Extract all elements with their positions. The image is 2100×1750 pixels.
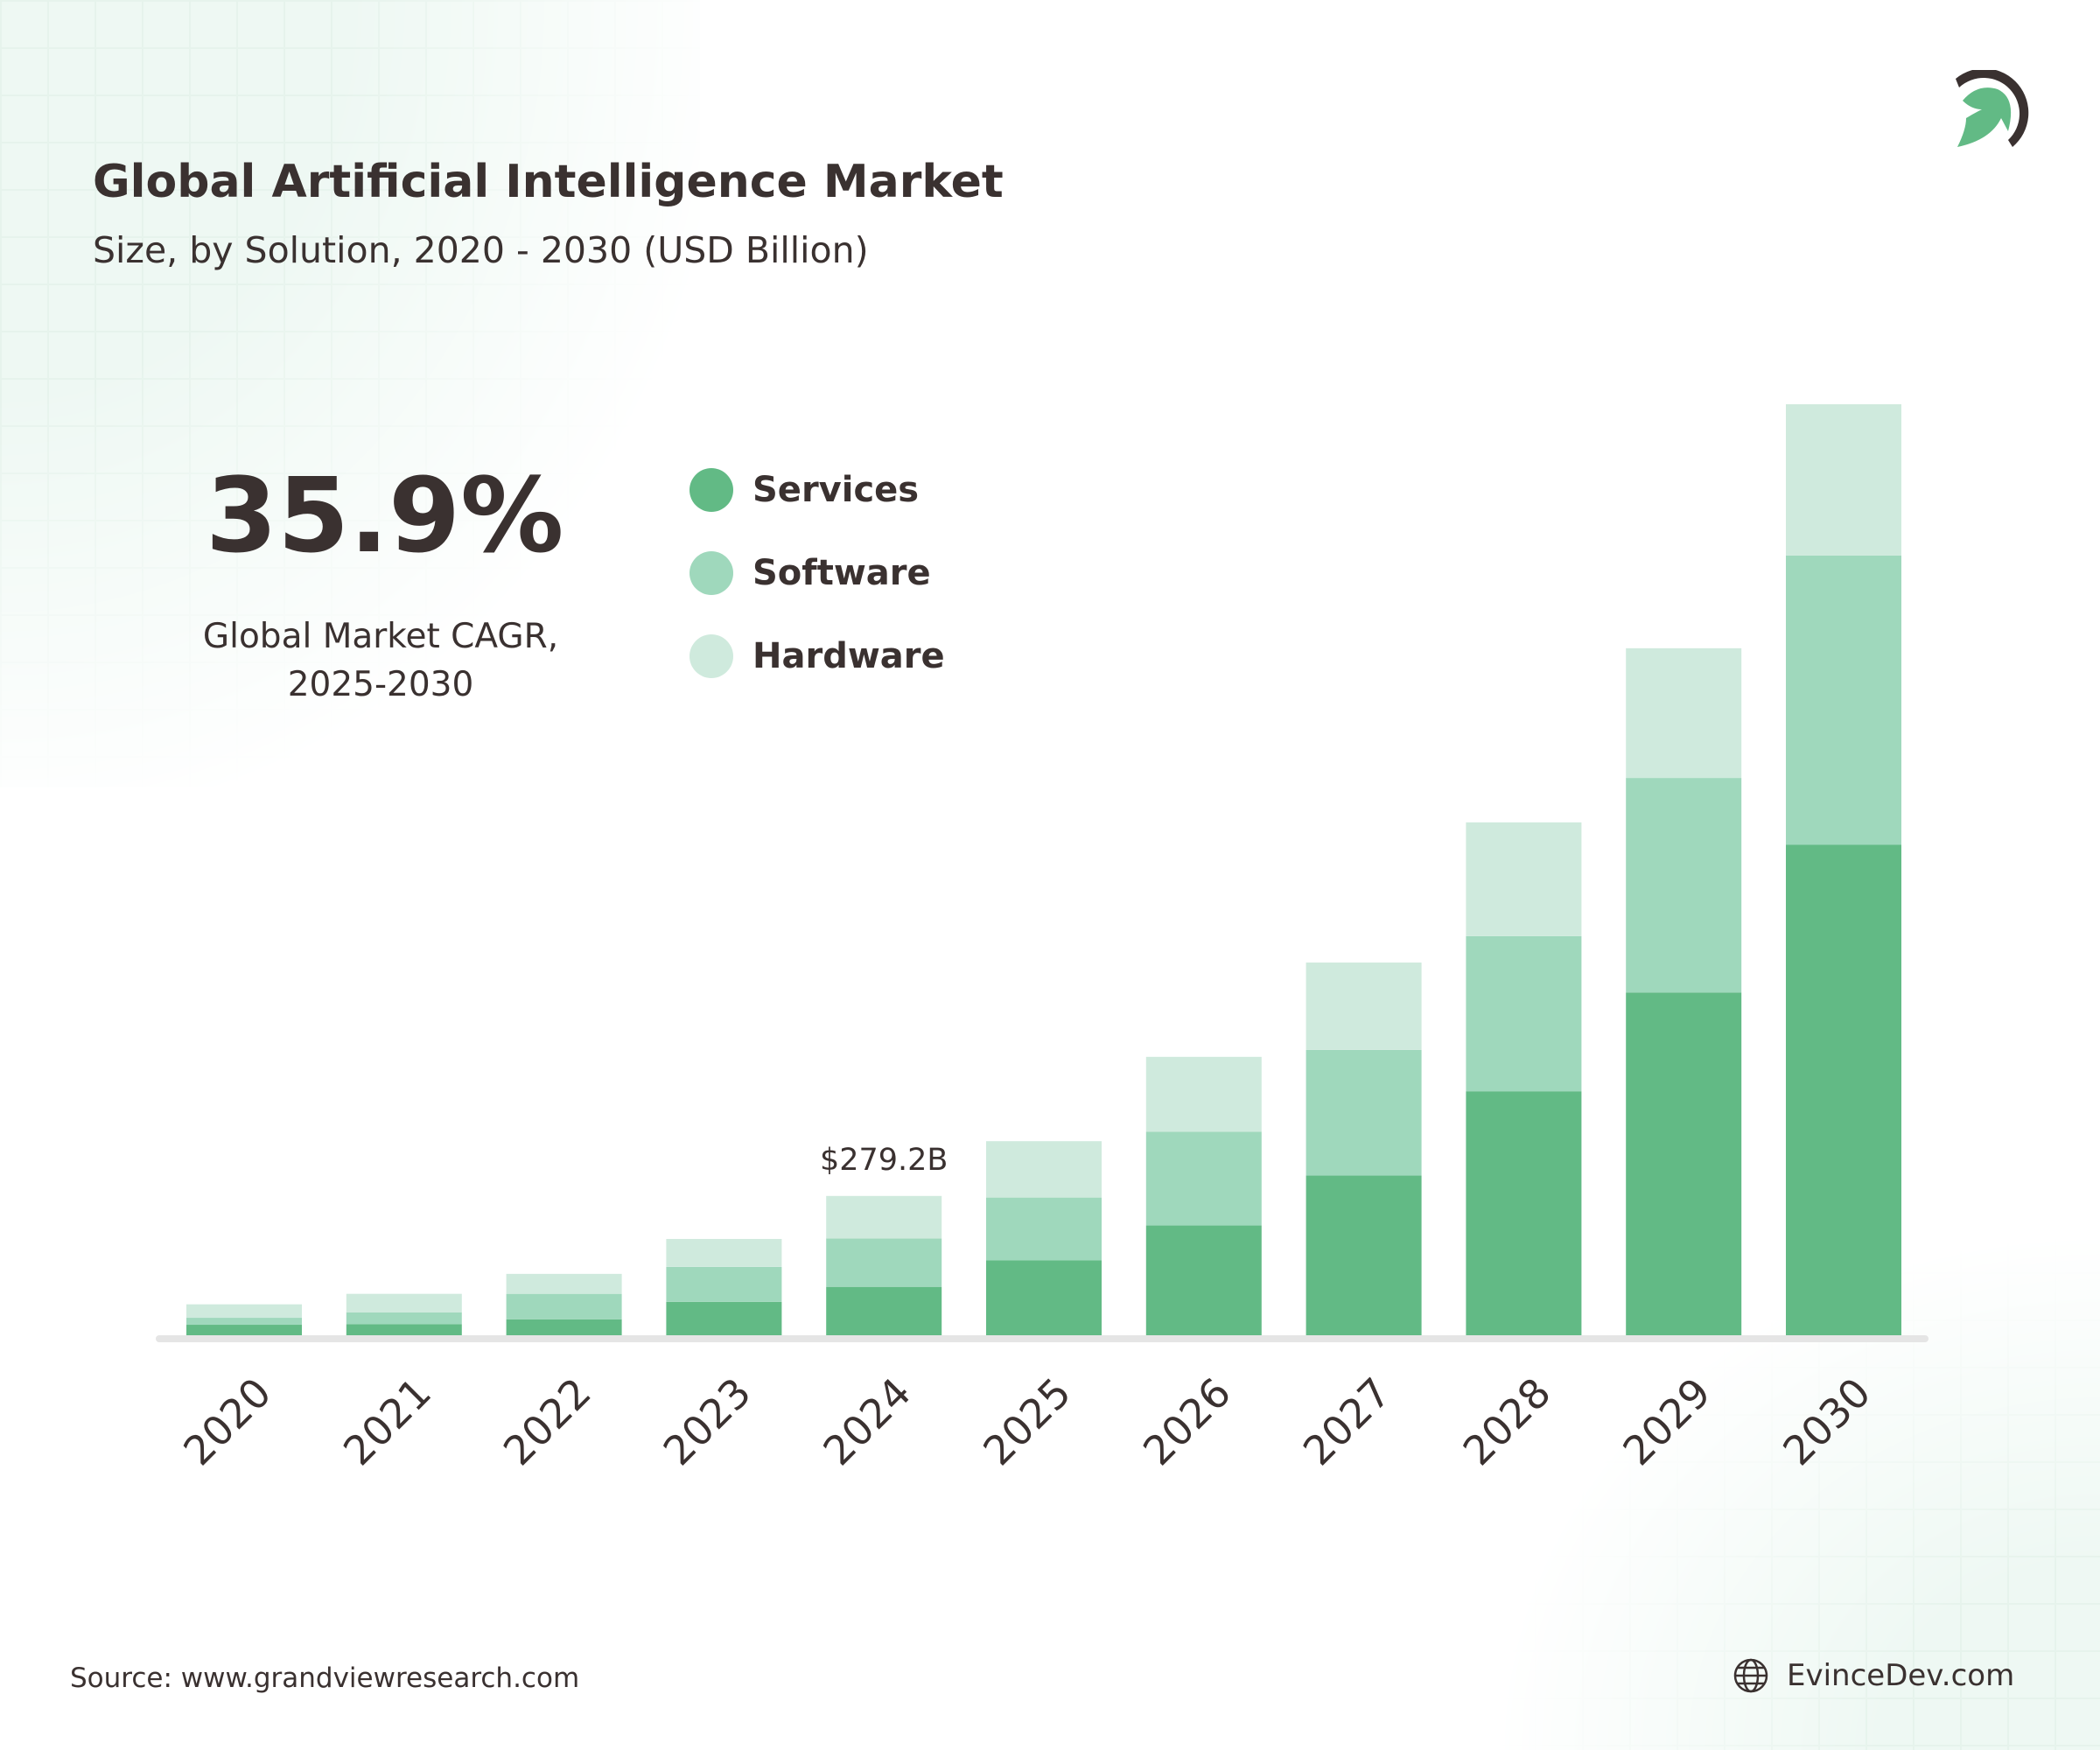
chart-subtitle: Size, by Solution, 2020 - 2030 (USD Bill… <box>93 229 869 271</box>
cagr-caption-line2: 2025-2030 <box>287 665 474 704</box>
legend-label: Hardware <box>752 636 945 676</box>
bar-services-2022 <box>506 1319 622 1335</box>
legend-item-services: Services <box>690 468 919 512</box>
bar-hardware-2025 <box>986 1141 1102 1198</box>
x-tick-label: 2026 <box>1134 1368 1240 1474</box>
bar-software-2020 <box>186 1318 302 1326</box>
x-tick-label: 2029 <box>1614 1368 1719 1474</box>
bar-services-2020 <box>186 1325 302 1335</box>
bar-software-2024 <box>826 1238 942 1287</box>
background-grid <box>0 0 700 788</box>
x-tick-label: 2028 <box>1454 1368 1560 1474</box>
legend-swatch <box>690 468 733 512</box>
legend-label: Software <box>752 553 931 593</box>
cagr-value: 35.9% <box>206 455 564 576</box>
evincedev-logo <box>1956 70 2029 147</box>
x-tick-label: 2022 <box>494 1368 600 1474</box>
cagr-caption-line1: Global Market CAGR, <box>202 617 559 656</box>
legend-item-software: Software <box>690 551 931 595</box>
bar-services-2021 <box>346 1324 462 1335</box>
x-tick-label: 2027 <box>1294 1368 1400 1474</box>
x-tick-label: 2020 <box>174 1368 280 1474</box>
bar-software-2030 <box>1786 555 1901 845</box>
globe-icon <box>1733 1658 1768 1693</box>
legend-label: Services <box>752 470 920 510</box>
legend-swatch <box>690 551 733 595</box>
bar-services-2029 <box>1626 992 1742 1335</box>
chart-title: Global Artificial Intelligence Market <box>93 156 1004 208</box>
bar-hardware-2020 <box>186 1304 302 1319</box>
bar-hardware-2028 <box>1466 822 1582 936</box>
x-tick-label: 2023 <box>654 1368 760 1474</box>
legend-swatch <box>690 634 733 678</box>
bar-services-2026 <box>1145 1225 1262 1335</box>
bar-hardware-2029 <box>1626 648 1742 779</box>
bar-services-2024 <box>826 1286 942 1335</box>
bar-software-2025 <box>986 1197 1102 1261</box>
bar-services-2027 <box>1306 1175 1422 1335</box>
bar-software-2023 <box>666 1266 782 1302</box>
bar-software-2027 <box>1306 1049 1422 1176</box>
bar-hardware-2027 <box>1306 962 1422 1050</box>
x-tick-label: 2025 <box>974 1368 1080 1474</box>
data-label: $279.2B <box>820 1143 948 1178</box>
bar-hardware-2023 <box>666 1238 782 1267</box>
bar-software-2022 <box>506 1293 622 1320</box>
x-tick-label: 2030 <box>1774 1368 1880 1474</box>
source-text: Source: www.grandviewresearch.com <box>70 1662 580 1694</box>
bar-services-2028 <box>1466 1091 1582 1335</box>
bar-services-2023 <box>666 1301 782 1335</box>
bar-hardware-2021 <box>346 1293 462 1312</box>
legend-item-hardware: Hardware <box>690 634 945 678</box>
bar-hardware-2022 <box>506 1273 622 1294</box>
x-tick-label: 2021 <box>334 1368 440 1474</box>
bar-services-2025 <box>986 1260 1102 1335</box>
bar-software-2026 <box>1145 1131 1262 1226</box>
site-link[interactable]: EvinceDev.com <box>1732 1657 2014 1694</box>
x-tick-label: 2024 <box>814 1368 920 1474</box>
bar-services-2030 <box>1786 844 1901 1335</box>
site-text: EvinceDev.com <box>1787 1658 2015 1693</box>
bar-software-2028 <box>1466 935 1582 1092</box>
bar-hardware-2030 <box>1786 404 1901 556</box>
bar-software-2021 <box>346 1312 462 1325</box>
bar-software-2029 <box>1626 778 1742 993</box>
cagr-caption: Global Market CAGR, 2025-2030 <box>162 612 599 709</box>
bar-hardware-2026 <box>1145 1056 1262 1132</box>
bar-hardware-2024 <box>826 1195 942 1239</box>
